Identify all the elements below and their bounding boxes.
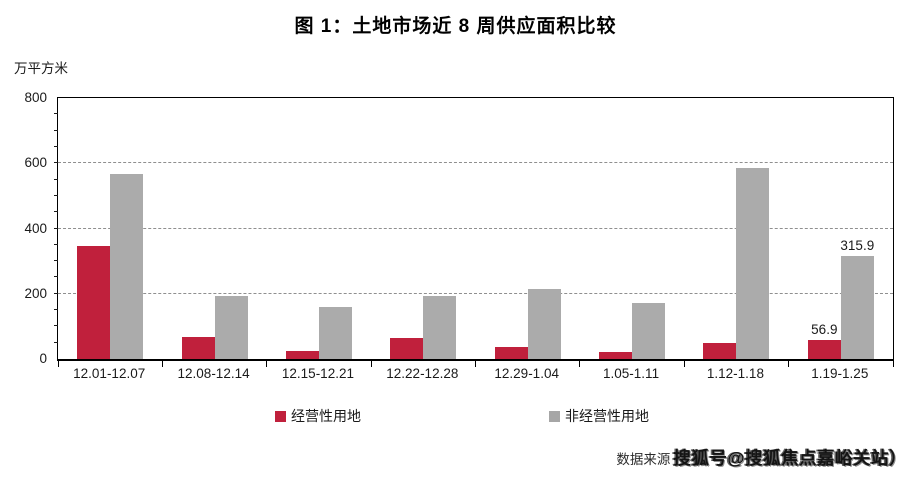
gridline-600 — [58, 162, 893, 164]
bar-operational-land — [703, 343, 737, 359]
bar-non-operational-land — [110, 173, 144, 359]
legend-label: 非经营性用地 — [565, 408, 649, 424]
x-axis-labels: 12.01-12.07 12.08-12.14 12.15-12.21 12.22-1… — [57, 366, 892, 381]
y-axis-tick-label: 400 — [24, 220, 47, 236]
y-axis-minor-tick — [54, 113, 58, 115]
bar-non-operational-land — [527, 288, 561, 359]
bar-group — [580, 98, 684, 359]
x-axis-tick — [788, 361, 790, 367]
bar-non-operational-land — [318, 307, 352, 359]
y-axis-minor-tick — [54, 227, 58, 229]
bar-group — [371, 98, 475, 359]
bar-operational-land: 56.9 — [807, 322, 841, 359]
y-axis-minor-tick — [54, 292, 58, 294]
bar-operational-land — [494, 346, 528, 359]
legend-item: 经营性用地 — [275, 406, 361, 426]
x-axis-category-label: 12.01-12.07 — [73, 366, 146, 381]
bar-operational-land — [390, 338, 424, 359]
legend-item: 非经营性用地 — [549, 406, 649, 426]
y-axis-minor-tick — [54, 260, 58, 262]
y-axis-tick-label: 600 — [24, 155, 47, 171]
y-axis-minor-tick — [54, 194, 58, 196]
bar-group: 56.9 315.9 — [789, 98, 893, 359]
bar-non-operational-land — [736, 168, 770, 359]
legend-label: 经营性用地 — [291, 408, 361, 424]
bar-operational-land — [285, 350, 319, 359]
x-axis-tick — [161, 361, 163, 367]
y-axis-unit-label: 万平方米 — [14, 61, 68, 76]
bar-non-operational-land — [632, 302, 666, 359]
y-axis-minor-tick — [54, 178, 58, 180]
y-axis-minor-tick — [54, 211, 58, 213]
bar-data-label: 315.9 — [840, 237, 875, 253]
bar-group — [267, 98, 371, 359]
x-axis-tick — [57, 361, 59, 367]
bar-non-operational-land: 315.9 — [840, 238, 874, 359]
bar-operational-land — [599, 351, 633, 359]
data-source-line: 数据来源 搜狐号@搜狐焦点嘉峪关站） — [616, 445, 907, 470]
y-axis-minor-tick — [54, 325, 58, 327]
bar-data-label: 56.9 — [811, 322, 838, 338]
x-axis-category-label: 12.08-12.14 — [177, 366, 250, 381]
watermark-text: 搜狐号@搜狐焦点嘉峪关站） — [673, 448, 907, 468]
chart-title: 图 1：土地市场近 8 周供应面积比较 — [294, 16, 617, 37]
bar-groups: 56.9 315.9 — [58, 98, 893, 359]
x-axis-category-label: 1.19-1.25 — [811, 366, 869, 381]
bar-operational-land — [181, 336, 215, 359]
data-source-label: 数据来源 — [616, 452, 671, 467]
x-axis-tick — [370, 361, 372, 367]
x-axis-tick — [475, 361, 476, 367]
plot-area: 0 200 400 600 800 56.9 315.9 — [24, 91, 894, 367]
x-axis-tick — [579, 361, 581, 367]
x-axis-tick — [266, 361, 268, 367]
y-axis-minor-tick — [54, 162, 58, 164]
x-axis-category-label: 1.05-1.11 — [603, 366, 660, 381]
x-axis-category-label: 1.12-1.18 — [706, 366, 764, 381]
x-axis-category-label: 12.29-1.04 — [494, 366, 559, 381]
x-axis-category-label: 12.15-12.21 — [281, 366, 354, 381]
y-axis-tick-label: 800 — [24, 90, 47, 105]
y-axis-tick-label: 200 — [24, 285, 47, 301]
bar-group — [684, 98, 788, 359]
gridline-200 — [58, 292, 893, 294]
bar-non-operational-land — [214, 295, 248, 359]
x-axis-tick — [683, 361, 685, 367]
legend-swatch — [275, 410, 286, 422]
bar-non-operational-land — [423, 296, 457, 359]
x-axis-category-label: 12.22-12.28 — [386, 366, 459, 381]
y-axis-minor-tick — [54, 145, 58, 147]
y-axis-minor-tick — [54, 243, 58, 245]
y-axis-minor-tick — [54, 276, 58, 278]
bar-group — [476, 98, 580, 359]
gridline-400 — [58, 227, 893, 229]
bar-operational-land — [77, 246, 111, 359]
x-axis-tick — [892, 361, 894, 367]
y-axis-minor-tick — [54, 309, 58, 311]
legend-swatch — [549, 410, 560, 422]
y-axis-minor-tick — [54, 341, 58, 343]
bar-group — [162, 98, 266, 359]
legend: 经营性用地 非经营性用地 — [57, 406, 892, 426]
y-axis-tick-label: 0 — [39, 351, 47, 366]
bar-group — [58, 98, 162, 359]
y-axis-minor-tick — [54, 129, 58, 131]
